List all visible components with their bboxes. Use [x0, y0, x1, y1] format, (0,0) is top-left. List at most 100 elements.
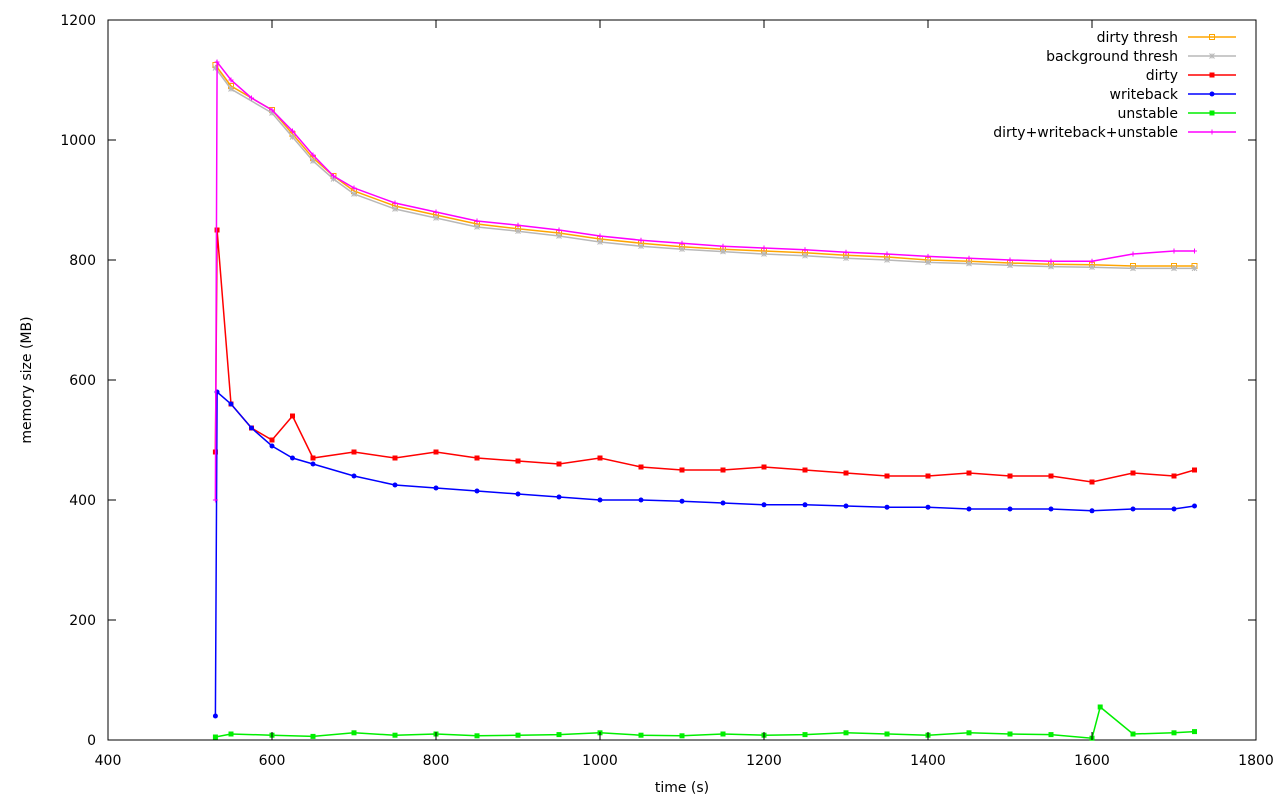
- y-tick-label: 800: [69, 253, 96, 269]
- x-tick-label: 800: [423, 753, 450, 769]
- x-tick-label: 1600: [1074, 753, 1110, 769]
- data-point-background-thresh: [228, 86, 234, 92]
- data-point-dirty-writeback-unstable: [1192, 248, 1197, 254]
- data-point-background-thresh: [761, 251, 767, 257]
- y-axis: 0 200 400 600 800 1000 1200: [60, 13, 1256, 749]
- data-point-dirty: [290, 413, 295, 419]
- data-point-unstable: [884, 731, 890, 737]
- data-point-dirty: [310, 455, 316, 461]
- data-point-dirty: [884, 473, 890, 479]
- data-point-background-thresh: [1048, 263, 1054, 270]
- data-point-background-thresh: [269, 110, 275, 116]
- data-point-dirty-writeback-unstable: [925, 253, 931, 259]
- data-point-dirty-writeback-unstable: [474, 218, 480, 224]
- data-point-writeback: [212, 713, 218, 719]
- series-line-dirty-writeback-unstable: [214, 59, 1195, 501]
- data-point-unstable: [1171, 730, 1177, 736]
- data-point-unstable: [310, 733, 316, 739]
- legend-swatch-marker: [1209, 72, 1215, 78]
- plot-area: [107, 19, 1257, 741]
- data-point-background-thresh: [1007, 262, 1013, 269]
- data-point-background-thresh: [966, 260, 972, 267]
- data-point-background-thresh: [720, 248, 726, 255]
- data-point-unstable: [720, 731, 726, 737]
- data-point-dirty-writeback-unstable: [212, 497, 218, 503]
- data-point-background-thresh: [351, 191, 357, 197]
- data-point-dirty-writeback-unstable: [1171, 248, 1177, 254]
- y-tick-label: 200: [69, 613, 96, 629]
- y-tick-label: 0: [87, 733, 96, 749]
- data-point-dirty-writeback-unstable: [1007, 257, 1013, 263]
- legend-label: dirty+writeback+unstable: [993, 125, 1178, 141]
- data-point-dirty: [597, 455, 603, 461]
- legend-label: background thresh: [1046, 49, 1178, 65]
- data-point-dirty-writeback-unstable: [1130, 251, 1136, 257]
- data-point-background-thresh: [212, 65, 219, 71]
- data-point-writeback: [556, 494, 562, 500]
- data-point-dirty: [556, 461, 562, 467]
- data-point-writeback: [966, 506, 972, 512]
- data-point-dirty-writeback-unstable: [884, 251, 890, 257]
- x-tick-label: 600: [259, 753, 286, 769]
- y-axis-label: memory size (MB): [19, 316, 35, 443]
- data-point-dirty: [802, 467, 808, 473]
- data-point-dirty-writeback-unstable: [720, 243, 726, 249]
- data-point-writeback: [720, 500, 726, 506]
- data-point-dirty: [351, 449, 357, 455]
- legend-item-unstable: unstable: [1118, 106, 1236, 122]
- data-point-dirty-writeback-unstable: [1048, 258, 1054, 264]
- legend-label: unstable: [1118, 106, 1179, 122]
- data-point-dirty-writeback-unstable: [1089, 258, 1095, 264]
- data-point-writeback: [1192, 503, 1197, 509]
- data-point-dirty-writeback-unstable: [802, 247, 808, 253]
- data-point-background-thresh: [1130, 265, 1136, 272]
- data-point-dirty-writeback-unstable: [331, 173, 336, 179]
- data-point-dirty: [638, 464, 644, 470]
- data-point-writeback: [290, 455, 295, 461]
- data-point-background-thresh: [802, 252, 808, 259]
- data-point-unstable: [228, 731, 234, 737]
- data-point-writeback: [1089, 508, 1095, 514]
- data-point-writeback: [392, 482, 398, 488]
- data-point-writeback: [843, 503, 849, 509]
- data-point-dirty-writeback-unstable: [214, 59, 220, 65]
- x-tick-label: 1000: [582, 753, 618, 769]
- x-tick-label: 1800: [1238, 753, 1274, 769]
- data-point-dirty-writeback-unstable: [249, 95, 254, 101]
- data-point-background-thresh: [433, 215, 439, 221]
- data-point-dirty: [515, 458, 521, 464]
- data-point-background-thresh: [925, 259, 931, 266]
- y-tick-label: 1200: [60, 13, 96, 29]
- data-point-dirty: [474, 455, 480, 461]
- data-point-writeback: [802, 502, 808, 508]
- data-point-dirty-writeback-unstable: [966, 255, 972, 261]
- data-point-unstable: [679, 733, 685, 739]
- data-point-dirty-writeback-unstable: [638, 237, 644, 243]
- series-line-background-thresh: [214, 67, 1195, 270]
- data-point-dirty-writeback-unstable: [597, 233, 603, 239]
- data-point-dirty: [1089, 479, 1095, 485]
- data-point-background-thresh: [330, 176, 337, 182]
- legend-item-background-thresh: background thresh: [1046, 49, 1236, 65]
- data-point-writeback: [761, 502, 767, 508]
- data-point-writeback: [351, 473, 357, 479]
- data-point-unstable: [638, 732, 644, 738]
- data-point-background-thresh: [884, 257, 890, 263]
- data-point-dirty: [1171, 473, 1177, 479]
- x-tick-label: 1200: [746, 753, 782, 769]
- y-tick-label: 1000: [60, 133, 96, 149]
- data-point-dirty-writeback-unstable: [351, 185, 357, 191]
- x-axis-label: time (s): [655, 780, 709, 796]
- data-point-dirty-writeback-unstable: [761, 245, 767, 251]
- data-point-background-thresh: [556, 233, 562, 239]
- data-point-dirty: [1130, 470, 1136, 476]
- data-point-background-thresh: [474, 224, 480, 230]
- data-point-dirty-writeback-unstable: [310, 152, 316, 158]
- legend-swatch-marker: [1209, 129, 1215, 135]
- data-point-unstable: [1192, 729, 1197, 735]
- legend-item-writeback: writeback: [1110, 87, 1236, 103]
- data-point-writeback: [249, 425, 254, 431]
- data-point-dirty-writeback-unstable: [679, 240, 685, 246]
- data-point-unstable: [212, 734, 218, 740]
- legend: dirty thresh background thresh dirty writeb…: [993, 30, 1236, 141]
